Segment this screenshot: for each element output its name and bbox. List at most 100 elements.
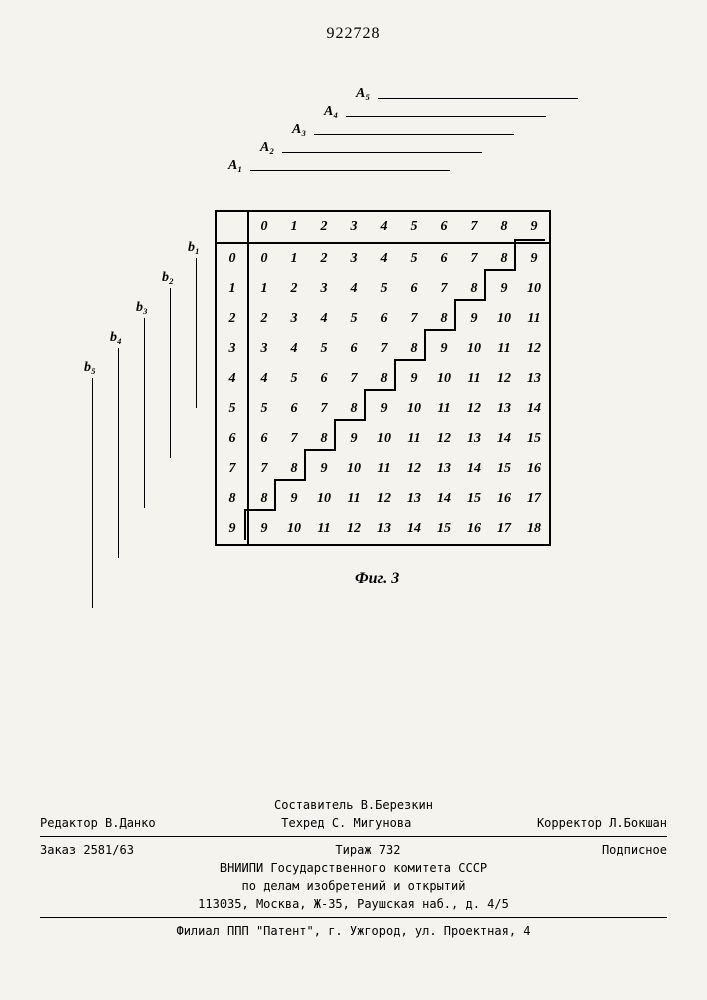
col-header: 3 <box>339 212 369 244</box>
table-cell: 4 <box>249 364 279 394</box>
table-cell: 5 <box>309 334 339 364</box>
table-cell: 9 <box>369 394 399 424</box>
table-cell: 11 <box>459 364 489 394</box>
table-cell: 9 <box>429 334 459 364</box>
footer-org1: ВНИИПИ Государственного комитета СССР <box>40 859 667 877</box>
footer-circulation: Тираж 732 <box>335 843 400 857</box>
b-label-4: b₄ <box>110 330 122 346</box>
table-cell: 10 <box>459 334 489 364</box>
a-label-1: A₁ <box>228 158 242 174</box>
table-cell: 11 <box>519 304 549 334</box>
table-cell: 4 <box>339 274 369 304</box>
table-cell: 11 <box>399 424 429 454</box>
figure-area: A₁ A₂ A₃ A₄ A₅ b₁ b₂ b₃ b₄ b₅ 0123456789… <box>130 80 580 630</box>
table-cell: 0 <box>249 244 279 274</box>
row-header: 9 <box>217 514 249 544</box>
table-cell: 3 <box>339 244 369 274</box>
a-label-5: A₅ <box>356 86 370 102</box>
table-cell: 13 <box>519 364 549 394</box>
table-cell: 10 <box>339 454 369 484</box>
table-cell: 11 <box>369 454 399 484</box>
footer-block: Составитель В.Березкин Редактор В.Данко … <box>40 796 667 940</box>
table-cell: 8 <box>429 304 459 334</box>
table-cell: 3 <box>249 334 279 364</box>
table-cell: 9 <box>399 364 429 394</box>
table-cell: 12 <box>369 484 399 514</box>
table-cell: 4 <box>369 244 399 274</box>
a-label-3: A₃ <box>292 122 306 138</box>
table-cell: 10 <box>429 364 459 394</box>
table-cell: 9 <box>279 484 309 514</box>
table-cell: 5 <box>279 364 309 394</box>
a-line-4 <box>346 116 546 117</box>
table-cell: 10 <box>279 514 309 544</box>
a-label-2: A₂ <box>260 140 274 156</box>
col-header: 2 <box>309 212 339 244</box>
table-cell: 7 <box>459 244 489 274</box>
b-line-1 <box>196 258 197 408</box>
footer-order: Заказ 2581/63 <box>40 843 134 857</box>
table-cell: 6 <box>429 244 459 274</box>
row-header: 0 <box>217 244 249 274</box>
table-cell: 9 <box>249 514 279 544</box>
table-cell: 1 <box>249 274 279 304</box>
table-cell: 12 <box>459 394 489 424</box>
table-cell: 12 <box>489 364 519 394</box>
col-header: 0 <box>249 212 279 244</box>
row-header: 4 <box>217 364 249 394</box>
table-cell: 8 <box>339 394 369 424</box>
table-cell: 10 <box>369 424 399 454</box>
table-cell: 13 <box>489 394 519 424</box>
table-cell: 10 <box>399 394 429 424</box>
table-cell: 15 <box>489 454 519 484</box>
footer-techeditor: Техред С. Мигунова <box>281 816 411 830</box>
b-label-3: b₃ <box>136 300 148 316</box>
table-cell: 6 <box>279 394 309 424</box>
table-cell: 11 <box>489 334 519 364</box>
a-line-1 <box>250 170 450 171</box>
table-cell: 11 <box>309 514 339 544</box>
b-line-4 <box>118 348 119 558</box>
table-cell: 3 <box>309 274 339 304</box>
table-cell: 14 <box>429 484 459 514</box>
table-cell: 14 <box>399 514 429 544</box>
table-cell: 9 <box>309 454 339 484</box>
a-line-2 <box>282 152 482 153</box>
row-header: 8 <box>217 484 249 514</box>
table-cell: 7 <box>339 364 369 394</box>
table-cell: 4 <box>279 334 309 364</box>
col-header: 1 <box>279 212 309 244</box>
table-cell: 3 <box>279 304 309 334</box>
table-cell: 14 <box>459 454 489 484</box>
table-cell: 8 <box>249 484 279 514</box>
table-cell: 9 <box>489 274 519 304</box>
footer-compiler: Составитель В.Березкин <box>40 796 667 814</box>
table-cell: 17 <box>489 514 519 544</box>
b-label-5: b₅ <box>84 360 96 376</box>
col-header: 8 <box>489 212 519 244</box>
footer-editor: Редактор В.Данко <box>40 816 156 830</box>
b-label-1: b₁ <box>188 240 200 256</box>
table-cell: 5 <box>339 304 369 334</box>
table-cell: 13 <box>369 514 399 544</box>
table-cell: 11 <box>339 484 369 514</box>
table-cell: 8 <box>489 244 519 274</box>
a-line-5 <box>378 98 578 99</box>
col-header: 9 <box>519 212 549 244</box>
table-cell: 7 <box>309 394 339 424</box>
table-cell: 10 <box>489 304 519 334</box>
page-number: 922728 <box>327 25 381 43</box>
footer-branch: Филиал ППП "Патент", г. Ужгород, ул. Про… <box>40 922 667 940</box>
footer-address: 113035, Москва, Ж-35, Раушская наб., д. … <box>40 895 667 913</box>
row-header: 3 <box>217 334 249 364</box>
table-cell: 6 <box>309 364 339 394</box>
table-cell: 9 <box>339 424 369 454</box>
col-header: 7 <box>459 212 489 244</box>
b-label-2: b₂ <box>162 270 174 286</box>
footer-corrector: Корректор Л.Бокшан <box>537 816 667 830</box>
table-cell: 15 <box>519 424 549 454</box>
b-line-2 <box>170 288 171 458</box>
table-cell: 15 <box>429 514 459 544</box>
table-cell: 16 <box>459 514 489 544</box>
footer-org2: по делам изобретений и открытий <box>40 877 667 895</box>
